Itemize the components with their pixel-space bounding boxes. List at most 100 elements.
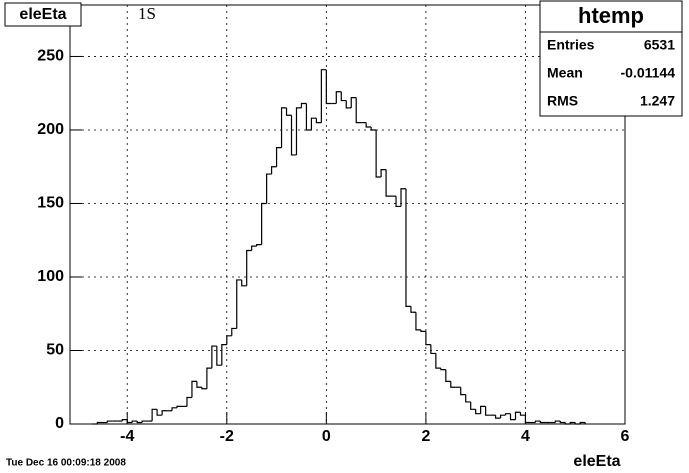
- histogram-bin: [275, 147, 282, 167]
- stats-label: Entries: [547, 37, 595, 53]
- histogram-bin: [285, 107, 292, 116]
- histogram-bin: [425, 331, 431, 346]
- histogram-bin: [380, 169, 387, 178]
- histogram-bin: [266, 173, 272, 204]
- histogram-bin: [579, 421, 586, 424]
- y-tick-label: 0: [55, 415, 64, 432]
- timestamp: Tue Dec 16 00:09:18 2008: [6, 458, 126, 469]
- histogram-bin: [161, 410, 168, 416]
- histogram-bin: [246, 249, 252, 286]
- x-axis-label: eleEta: [573, 453, 620, 470]
- histogram-bin: [315, 118, 322, 124]
- histogram-bin: [241, 279, 247, 287]
- histogram-bin: [211, 345, 217, 369]
- histogram-bin: [196, 381, 202, 388]
- histogram-bin: [186, 396, 192, 407]
- histogram-bin: [519, 412, 526, 416]
- histogram-bin: [171, 407, 178, 411]
- histogram-bin: [345, 100, 352, 109]
- histogram-bin: [251, 245, 257, 251]
- histogram-bin: [410, 306, 416, 313]
- title-box: [4, 2, 82, 27]
- x-tick-label: 0: [322, 428, 331, 445]
- stats-title: htemp: [578, 3, 644, 28]
- annotation: 1S: [138, 4, 156, 23]
- stats-label: Mean: [547, 65, 583, 81]
- stats-box: [539, 0, 683, 117]
- histogram-bin: [216, 346, 222, 366]
- histogram-bin: [221, 344, 227, 366]
- histogram-bin: [290, 115, 297, 156]
- histogram-bin: [559, 421, 566, 424]
- histogram-bin: [534, 420, 541, 423]
- histogram-bin: [564, 422, 571, 425]
- histogram-bin: [280, 107, 287, 148]
- histogram-bin: [156, 409, 163, 416]
- x-tick-label: 6: [621, 428, 630, 445]
- histogram-bin: [206, 367, 212, 389]
- histogram-bin: [395, 196, 402, 208]
- histogram-bin: [375, 129, 382, 178]
- histogram-bin: [126, 419, 133, 424]
- histogram-bin: [191, 380, 197, 398]
- histogram-bin: [231, 327, 237, 336]
- histogram-bin: [435, 353, 441, 369]
- histogram-bin: [236, 279, 242, 329]
- histogram-bin: [305, 103, 312, 131]
- x-tick-label: 2: [421, 428, 430, 445]
- x-tick-label: 4: [521, 428, 530, 445]
- histogram-bin: [335, 91, 342, 104]
- histogram-bin: [504, 413, 511, 416]
- histogram-bin: [445, 369, 451, 382]
- histogram-bin: [136, 421, 143, 424]
- histogram-bin: [539, 421, 546, 424]
- x-tick-label: -2: [220, 428, 234, 445]
- histogram-bin: [385, 169, 392, 197]
- histogram-bin: [400, 188, 406, 207]
- y-tick-label: 100: [37, 268, 64, 285]
- histogram-bin: [460, 387, 466, 396]
- histogram-bin: [176, 405, 182, 408]
- chart-title: eleEta: [19, 6, 66, 23]
- stats-label: RMS: [547, 93, 578, 109]
- histogram-bin: [270, 166, 277, 175]
- histogram-bin: [121, 418, 128, 422]
- histogram-bin: [465, 394, 471, 403]
- histogram-bin: [514, 411, 521, 420]
- histogram-bin: [201, 387, 207, 390]
- histogram-bin: [450, 381, 456, 388]
- histogram-bin: [310, 117, 317, 130]
- histogram-bin: [415, 312, 421, 331]
- histogram-bin: [470, 401, 476, 410]
- histogram-bin: [355, 97, 362, 124]
- histogram-bin: [295, 107, 302, 155]
- histogram-bin: [320, 69, 327, 123]
- histogram-bin: [325, 69, 332, 105]
- histogram-bin: [554, 420, 561, 423]
- histogram-bin: [141, 420, 148, 423]
- stats-value: 6531: [644, 37, 675, 53]
- histogram-bin: [494, 415, 501, 419]
- y-tick-label: 200: [37, 121, 64, 138]
- histogram-bin: [350, 97, 357, 108]
- stats-value: 1.247: [640, 93, 675, 109]
- histogram-bin: [499, 414, 506, 419]
- histogram-bin: [340, 91, 347, 102]
- histogram-bin: [569, 421, 576, 424]
- histogram-bin: [440, 368, 446, 371]
- y-tick-label: 150: [37, 195, 64, 212]
- histogram-bin: [475, 409, 481, 415]
- histogram-bin: [106, 420, 113, 423]
- histogram-bin: [96, 421, 103, 424]
- histogram-bin: [226, 335, 232, 345]
- histogram-bin: [430, 344, 436, 355]
- histogram-bin: [370, 127, 377, 131]
- histogram-bin: [524, 415, 531, 424]
- histogram-bin: [256, 244, 262, 247]
- histogram-bin: [365, 122, 372, 128]
- histogram-bin: [485, 406, 491, 416]
- histogram-bin: [405, 188, 411, 307]
- stats-value: -0.01144: [621, 65, 676, 81]
- histogram-bin: [420, 329, 426, 332]
